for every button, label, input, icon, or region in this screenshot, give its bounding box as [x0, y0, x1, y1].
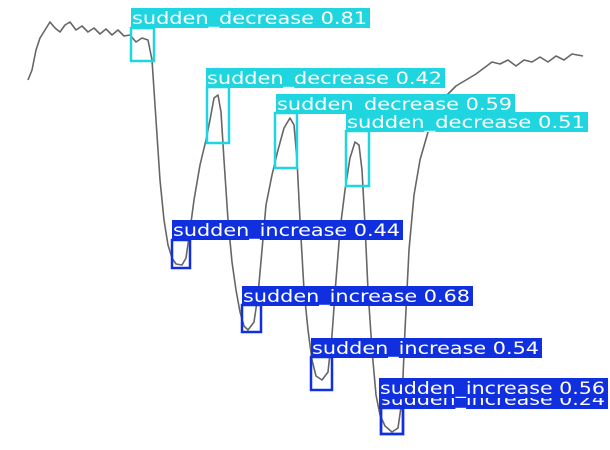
label-background — [311, 338, 542, 358]
detection-label: sudden_increase 0.44 — [173, 221, 400, 241]
label-background — [131, 8, 370, 28]
detection-label: sudden_increase 0.68 — [243, 287, 470, 307]
detection-label: sudden_decrease 0.81 — [132, 9, 367, 29]
detection-label: sudden_increase 0.54 — [312, 339, 539, 359]
detection-label: sudden_decrease 0.59 — [277, 95, 512, 115]
detection-label: sudden_decrease 0.42 — [207, 69, 442, 89]
detection-label: sudden_increase 0.56 — [380, 379, 605, 399]
label-background — [242, 286, 473, 306]
label-background — [206, 68, 445, 88]
label-background — [346, 112, 588, 132]
detections: sudden_decrease 0.81 sudden_decrease 0.42… — [129, 8, 608, 436]
label-background — [379, 378, 608, 398]
label-background — [172, 220, 403, 240]
label-background — [276, 94, 515, 114]
detection-label: sudden_decrease 0.51 — [347, 113, 585, 133]
